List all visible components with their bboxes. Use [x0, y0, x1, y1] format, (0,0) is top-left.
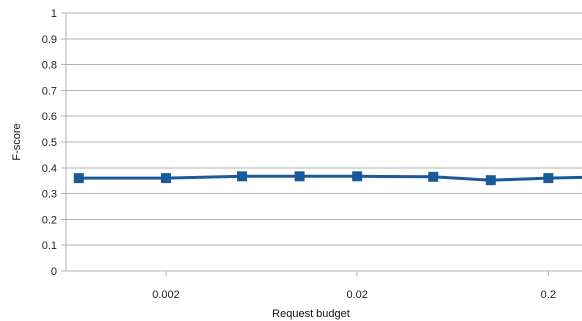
data-point	[428, 171, 439, 182]
x-tick-label: 0.002	[152, 289, 180, 301]
data-point	[160, 173, 171, 184]
gridlines	[61, 12, 582, 272]
y-tick-label: 0.1	[42, 240, 57, 252]
y-tick-label: 0.9	[42, 34, 57, 46]
y-tick-label: 0.6	[42, 111, 57, 123]
y-tick-label: 0.8	[42, 60, 57, 72]
data-point	[543, 173, 554, 184]
data-point	[352, 171, 363, 182]
y-tick-label: 0	[51, 266, 57, 278]
y-tick-label: 0.7	[42, 85, 57, 97]
y-tick-label: 0.4	[42, 163, 57, 175]
y-tick-label: 0.2	[42, 214, 57, 226]
series-group	[73, 171, 582, 186]
axes	[61, 13, 582, 272]
x-tick-label: 0.2	[541, 289, 556, 301]
series-line	[77, 174, 582, 182]
data-point	[294, 171, 305, 182]
data-point	[237, 171, 248, 182]
y-tick-label: 0.5	[42, 137, 57, 149]
data-point	[73, 173, 84, 184]
x-tick-label: 0.02	[346, 289, 367, 301]
y-axis-title: F-score	[11, 123, 23, 160]
y-tick-labels: 0 0.1 0.2 0.3 0.4 0.5 0.6 0.7 0.8 0.9 1	[42, 8, 57, 278]
y-tick-label: 1	[51, 8, 57, 20]
y-tick-label: 0.3	[42, 189, 57, 201]
data-point	[485, 175, 496, 186]
x-tick-labels: 0.002 0.02 0.2	[152, 271, 556, 301]
x-axis-title: Request budget	[272, 308, 350, 320]
